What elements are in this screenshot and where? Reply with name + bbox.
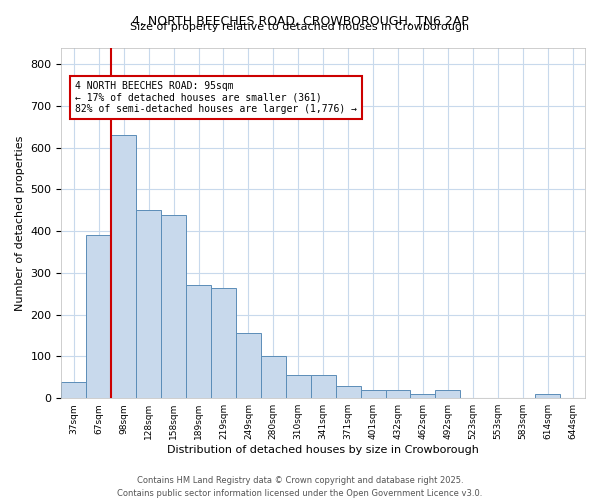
Bar [236,334,261,398]
Text: 4 NORTH BEECHES ROAD: 95sqm
← 17% of detached houses are smaller (361)
82% of se: 4 NORTH BEECHES ROAD: 95sqm ← 17% of det… [75,81,357,114]
Text: Contains HM Land Registry data © Crown copyright and database right 2025.
Contai: Contains HM Land Registry data © Crown c… [118,476,482,498]
Text: 4, NORTH BEECHES ROAD, CROWBOROUGH, TN6 2AP: 4, NORTH BEECHES ROAD, CROWBOROUGH, TN6 … [131,15,469,28]
Bar [386,390,410,398]
Bar [410,394,436,398]
Bar [311,375,335,398]
Bar [86,236,111,398]
Y-axis label: Number of detached properties: Number of detached properties [15,135,25,310]
Bar [161,214,186,398]
Bar [436,390,460,398]
X-axis label: Distribution of detached houses by size in Crowborough: Distribution of detached houses by size … [167,445,479,455]
Bar [361,390,386,398]
Bar [136,210,161,398]
Bar [535,394,560,398]
Bar [211,288,236,398]
Bar [261,356,286,398]
Bar [61,382,86,398]
Bar [335,386,361,398]
Text: Size of property relative to detached houses in Crowborough: Size of property relative to detached ho… [130,22,470,32]
Bar [186,286,211,398]
Bar [286,375,311,398]
Bar [111,135,136,398]
